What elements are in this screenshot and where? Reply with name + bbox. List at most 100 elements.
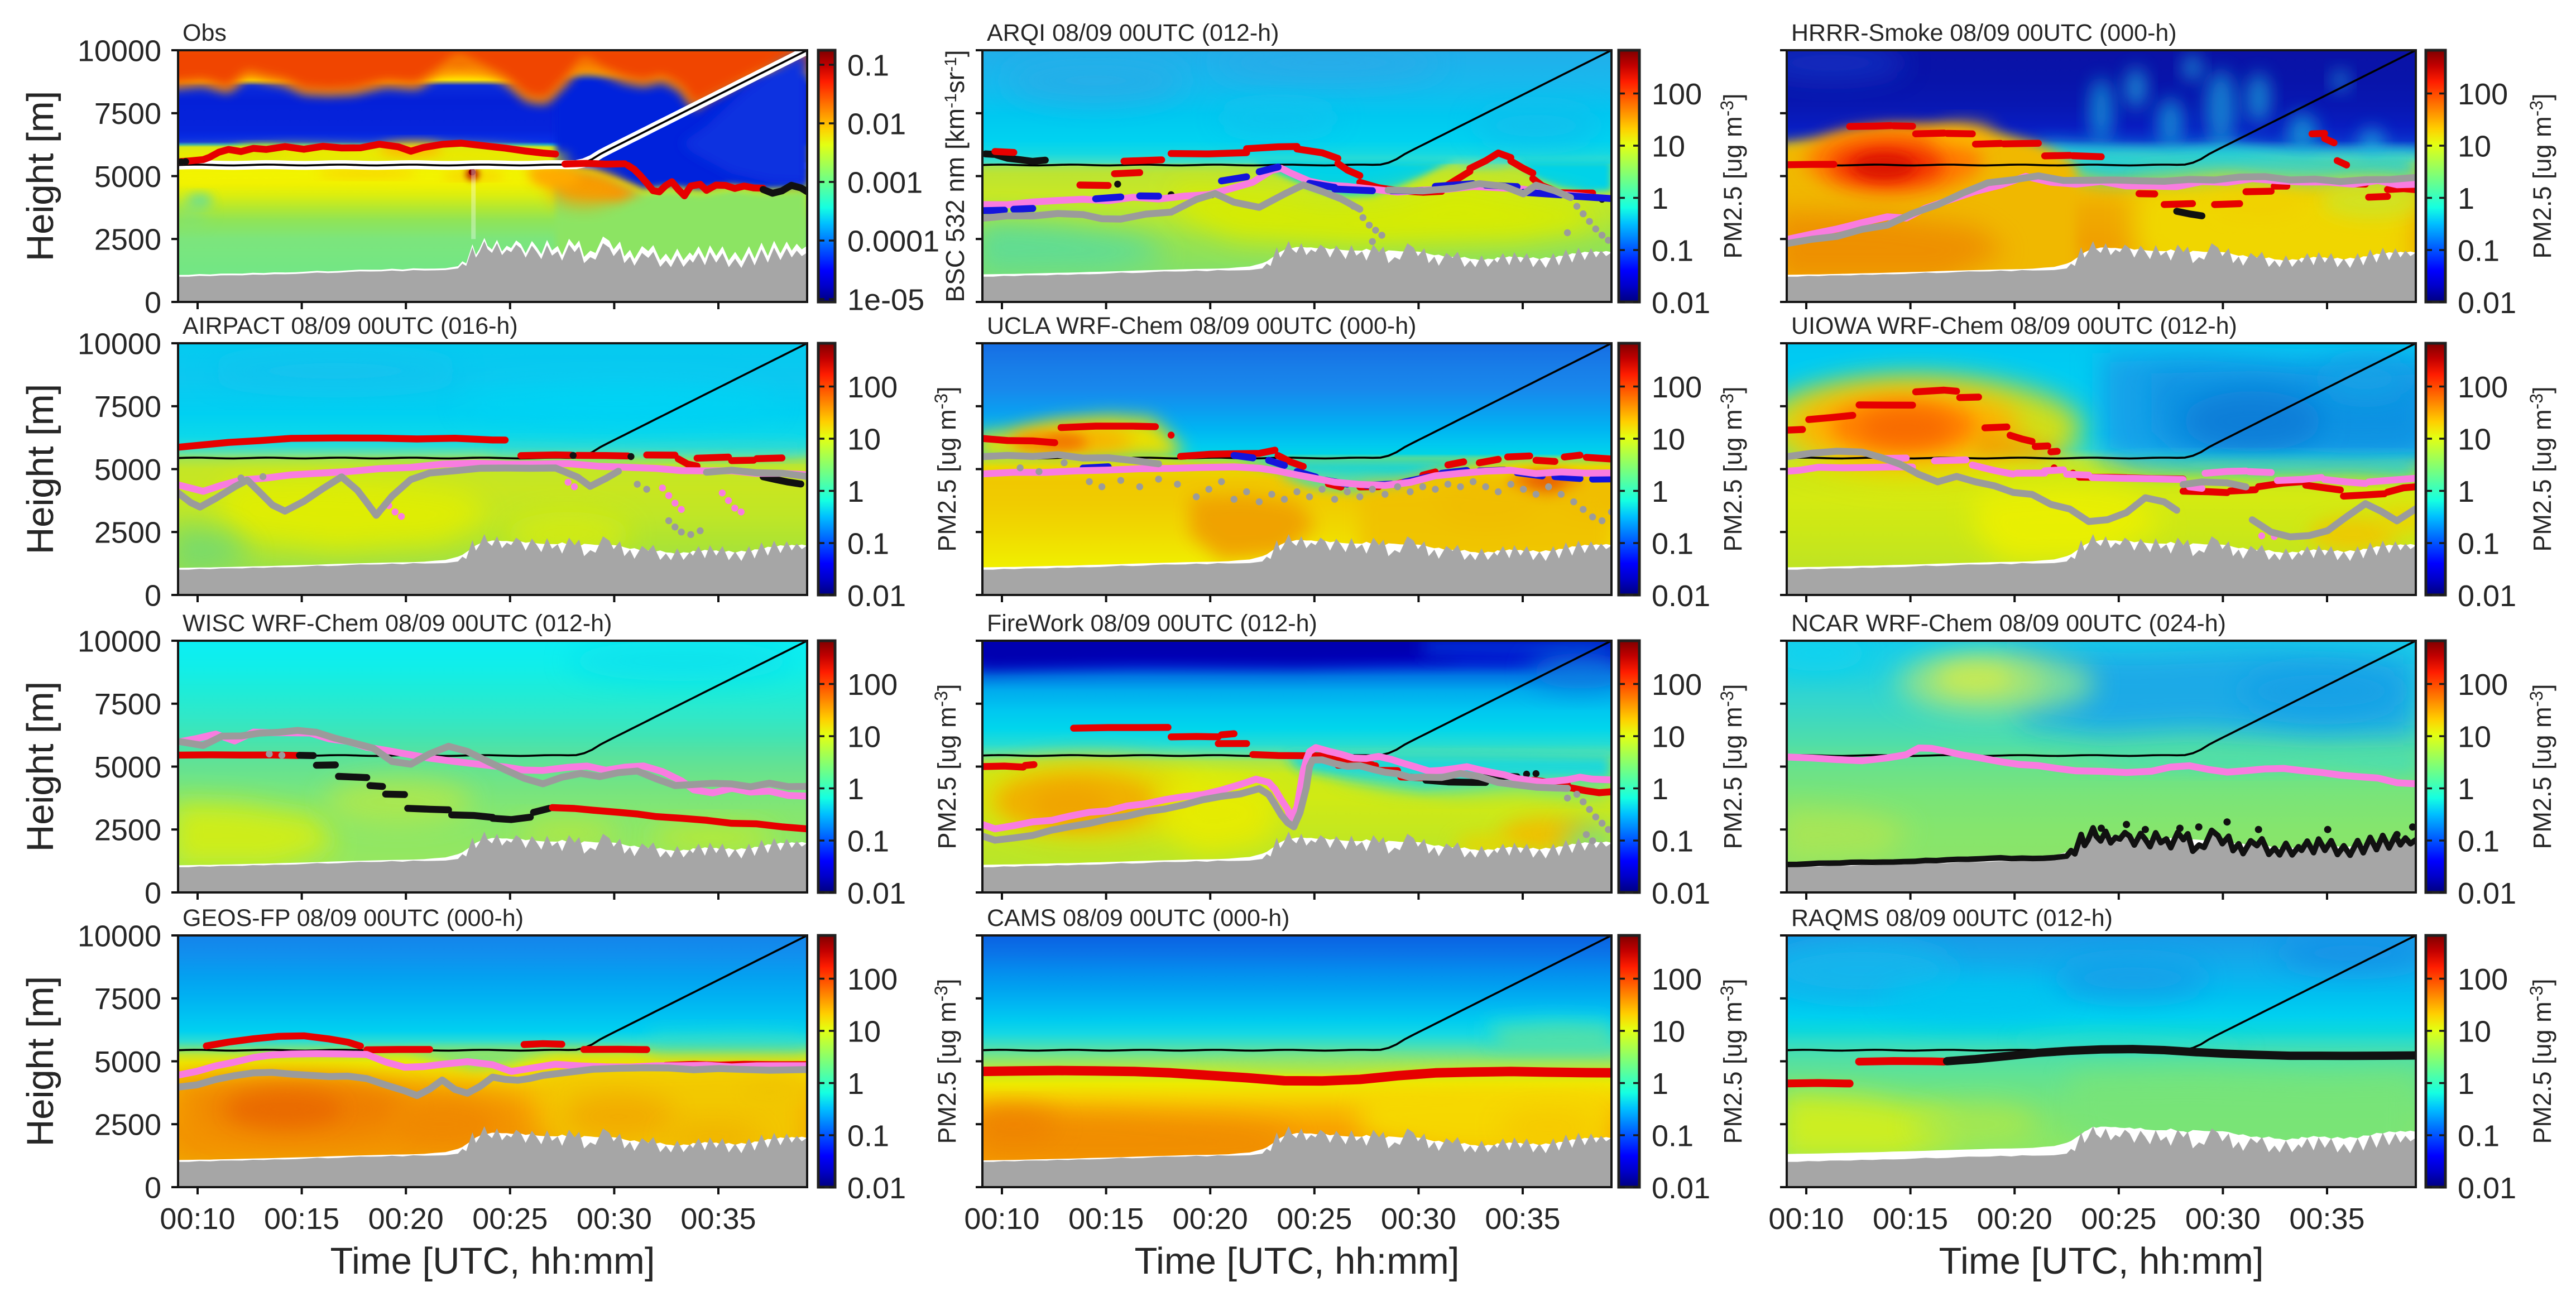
svg-text:0.1: 0.1 — [847, 527, 889, 560]
svg-text:2500: 2500 — [94, 516, 161, 550]
svg-text:Height [m]: Height [m] — [20, 91, 61, 261]
svg-text:00:10: 00:10 — [160, 1202, 235, 1236]
svg-text:Height [m]: Height [m] — [20, 681, 61, 852]
svg-text:0.01: 0.01 — [847, 1172, 906, 1205]
svg-text:1: 1 — [2458, 475, 2474, 508]
svg-text:00:25: 00:25 — [472, 1202, 548, 1236]
svg-text:0.0001: 0.0001 — [847, 224, 939, 258]
svg-text:100: 100 — [1652, 78, 1702, 111]
svg-text:PM2.5 [ug m-3]: PM2.5 [ug m-3] — [2526, 386, 2556, 551]
svg-text:PM2.5 [ug m-3]: PM2.5 [ug m-3] — [931, 978, 961, 1144]
svg-text:5000: 5000 — [94, 1045, 161, 1079]
svg-text:5000: 5000 — [94, 751, 161, 784]
svg-text:00:35: 00:35 — [680, 1202, 756, 1236]
svg-text:0.1: 0.1 — [2458, 527, 2500, 560]
svg-text:0.01: 0.01 — [2458, 1172, 2516, 1205]
svg-text:PM2.5 [ug m-3]: PM2.5 [ug m-3] — [1717, 93, 1747, 258]
svg-text:2500: 2500 — [94, 223, 161, 257]
svg-text:00:10: 00:10 — [964, 1202, 1039, 1236]
svg-text:0: 0 — [145, 579, 161, 612]
svg-text:00:30: 00:30 — [2185, 1202, 2261, 1236]
svg-text:0.1: 0.1 — [1652, 824, 1694, 858]
svg-text:0: 0 — [145, 876, 161, 910]
svg-text:0.1: 0.1 — [2458, 234, 2500, 267]
svg-text:100: 100 — [1652, 668, 1702, 702]
svg-text:100: 100 — [2458, 668, 2508, 702]
svg-text:10: 10 — [2458, 129, 2491, 163]
svg-text:1: 1 — [1652, 1067, 1668, 1101]
svg-text:Height [m]: Height [m] — [20, 976, 61, 1146]
svg-text:7500: 7500 — [94, 390, 161, 424]
svg-text:10: 10 — [847, 1015, 881, 1048]
svg-text:PM2.5 [ug m-3]: PM2.5 [ug m-3] — [931, 684, 961, 849]
svg-text:7500: 7500 — [94, 97, 161, 131]
svg-text:1: 1 — [847, 475, 864, 508]
svg-text:00:25: 00:25 — [1277, 1202, 1352, 1236]
svg-text:00:10: 00:10 — [1768, 1202, 1844, 1236]
svg-text:00:15: 00:15 — [1068, 1202, 1144, 1236]
svg-text:10000: 10000 — [78, 34, 161, 68]
svg-text:10: 10 — [1652, 129, 1685, 163]
svg-text:Time [UTC, hh:mm]: Time [UTC, hh:mm] — [1135, 1240, 1460, 1282]
svg-text:Height [m]: Height [m] — [20, 384, 61, 554]
svg-text:Time [UTC, hh:mm]: Time [UTC, hh:mm] — [1939, 1240, 2264, 1282]
svg-text:0.1: 0.1 — [847, 1119, 889, 1153]
svg-text:10: 10 — [1652, 720, 1685, 753]
svg-text:0.1: 0.1 — [2458, 1119, 2500, 1153]
svg-text:Height [m]: Height [m] — [20, 681, 61, 852]
svg-text:10: 10 — [2458, 720, 2491, 753]
svg-text:100: 100 — [1652, 963, 1702, 996]
svg-text:0.01: 0.01 — [1652, 1172, 1710, 1205]
svg-text:00:30: 00:30 — [1381, 1202, 1456, 1236]
svg-text:PM2.5 [ug m-3]: PM2.5 [ug m-3] — [1717, 386, 1747, 551]
svg-text:0.01: 0.01 — [2458, 579, 2516, 613]
svg-text:00:35: 00:35 — [2289, 1202, 2364, 1236]
svg-text:00:30: 00:30 — [577, 1202, 652, 1236]
svg-text:5000: 5000 — [94, 160, 161, 194]
svg-text:PM2.5 [ug m-3]: PM2.5 [ug m-3] — [2526, 978, 2556, 1144]
svg-text:0.01: 0.01 — [2458, 877, 2516, 910]
svg-text:1: 1 — [2458, 1067, 2474, 1101]
svg-text:Height [m]: Height [m] — [20, 384, 61, 554]
svg-text:PM2.5 [ug m-3]: PM2.5 [ug m-3] — [931, 386, 961, 551]
svg-text:Height [m]: Height [m] — [20, 976, 61, 1146]
svg-text:0.01: 0.01 — [847, 579, 906, 613]
svg-text:PM2.5 [ug m-3]: PM2.5 [ug m-3] — [1717, 978, 1747, 1144]
svg-text:UIOWA WRF-Chem 08/09 00UTC (01: UIOWA WRF-Chem 08/09 00UTC (012-h) — [1791, 313, 2237, 339]
svg-text:FireWork 08/09 00UTC (012-h): FireWork 08/09 00UTC (012-h) — [987, 610, 1317, 637]
svg-text:00:15: 00:15 — [1873, 1202, 1948, 1236]
svg-text:100: 100 — [2458, 78, 2508, 111]
svg-text:1: 1 — [1652, 772, 1668, 806]
svg-text:1: 1 — [1652, 475, 1668, 508]
svg-text:0.1: 0.1 — [847, 49, 889, 82]
svg-text:0.01: 0.01 — [847, 107, 906, 141]
svg-text:0.01: 0.01 — [1652, 286, 1710, 320]
svg-text:0.1: 0.1 — [1652, 1119, 1694, 1153]
svg-text:7500: 7500 — [94, 688, 161, 721]
svg-text:10: 10 — [2458, 423, 2491, 456]
svg-text:GEOS-FP 08/09 00UTC (000-h): GEOS-FP 08/09 00UTC (000-h) — [183, 905, 524, 932]
svg-text:PM2.5 [ug m-3]: PM2.5 [ug m-3] — [2526, 93, 2556, 258]
svg-text:10000: 10000 — [78, 919, 161, 953]
svg-text:Height [m]: Height [m] — [20, 91, 61, 261]
svg-text:00:25: 00:25 — [2081, 1202, 2156, 1236]
svg-text:10: 10 — [1652, 1015, 1685, 1048]
svg-text:0.1: 0.1 — [847, 824, 889, 858]
svg-text:100: 100 — [847, 668, 898, 702]
svg-text:1: 1 — [847, 1067, 864, 1101]
svg-text:Height [m]: Height [m] — [20, 384, 61, 554]
svg-text:0.1: 0.1 — [2458, 824, 2500, 858]
svg-text:100: 100 — [2458, 371, 2508, 404]
svg-text:00:15: 00:15 — [264, 1202, 339, 1236]
svg-text:0: 0 — [145, 286, 161, 319]
svg-text:00:20: 00:20 — [1173, 1202, 1248, 1236]
svg-text:0: 0 — [145, 1171, 161, 1204]
svg-text:0.01: 0.01 — [1652, 579, 1710, 613]
svg-text:0.01: 0.01 — [1652, 877, 1710, 910]
svg-text:RAQMS 08/09 00UTC (012-h): RAQMS 08/09 00UTC (012-h) — [1791, 905, 2113, 932]
svg-text:0.1: 0.1 — [1652, 234, 1694, 267]
svg-text:1e-05: 1e-05 — [847, 283, 924, 316]
svg-text:0.1: 0.1 — [1652, 527, 1694, 560]
svg-text:Height [m]: Height [m] — [20, 91, 61, 261]
svg-text:HRRR-Smoke 08/09 00UTC (000-h): HRRR-Smoke 08/09 00UTC (000-h) — [1791, 20, 2177, 46]
